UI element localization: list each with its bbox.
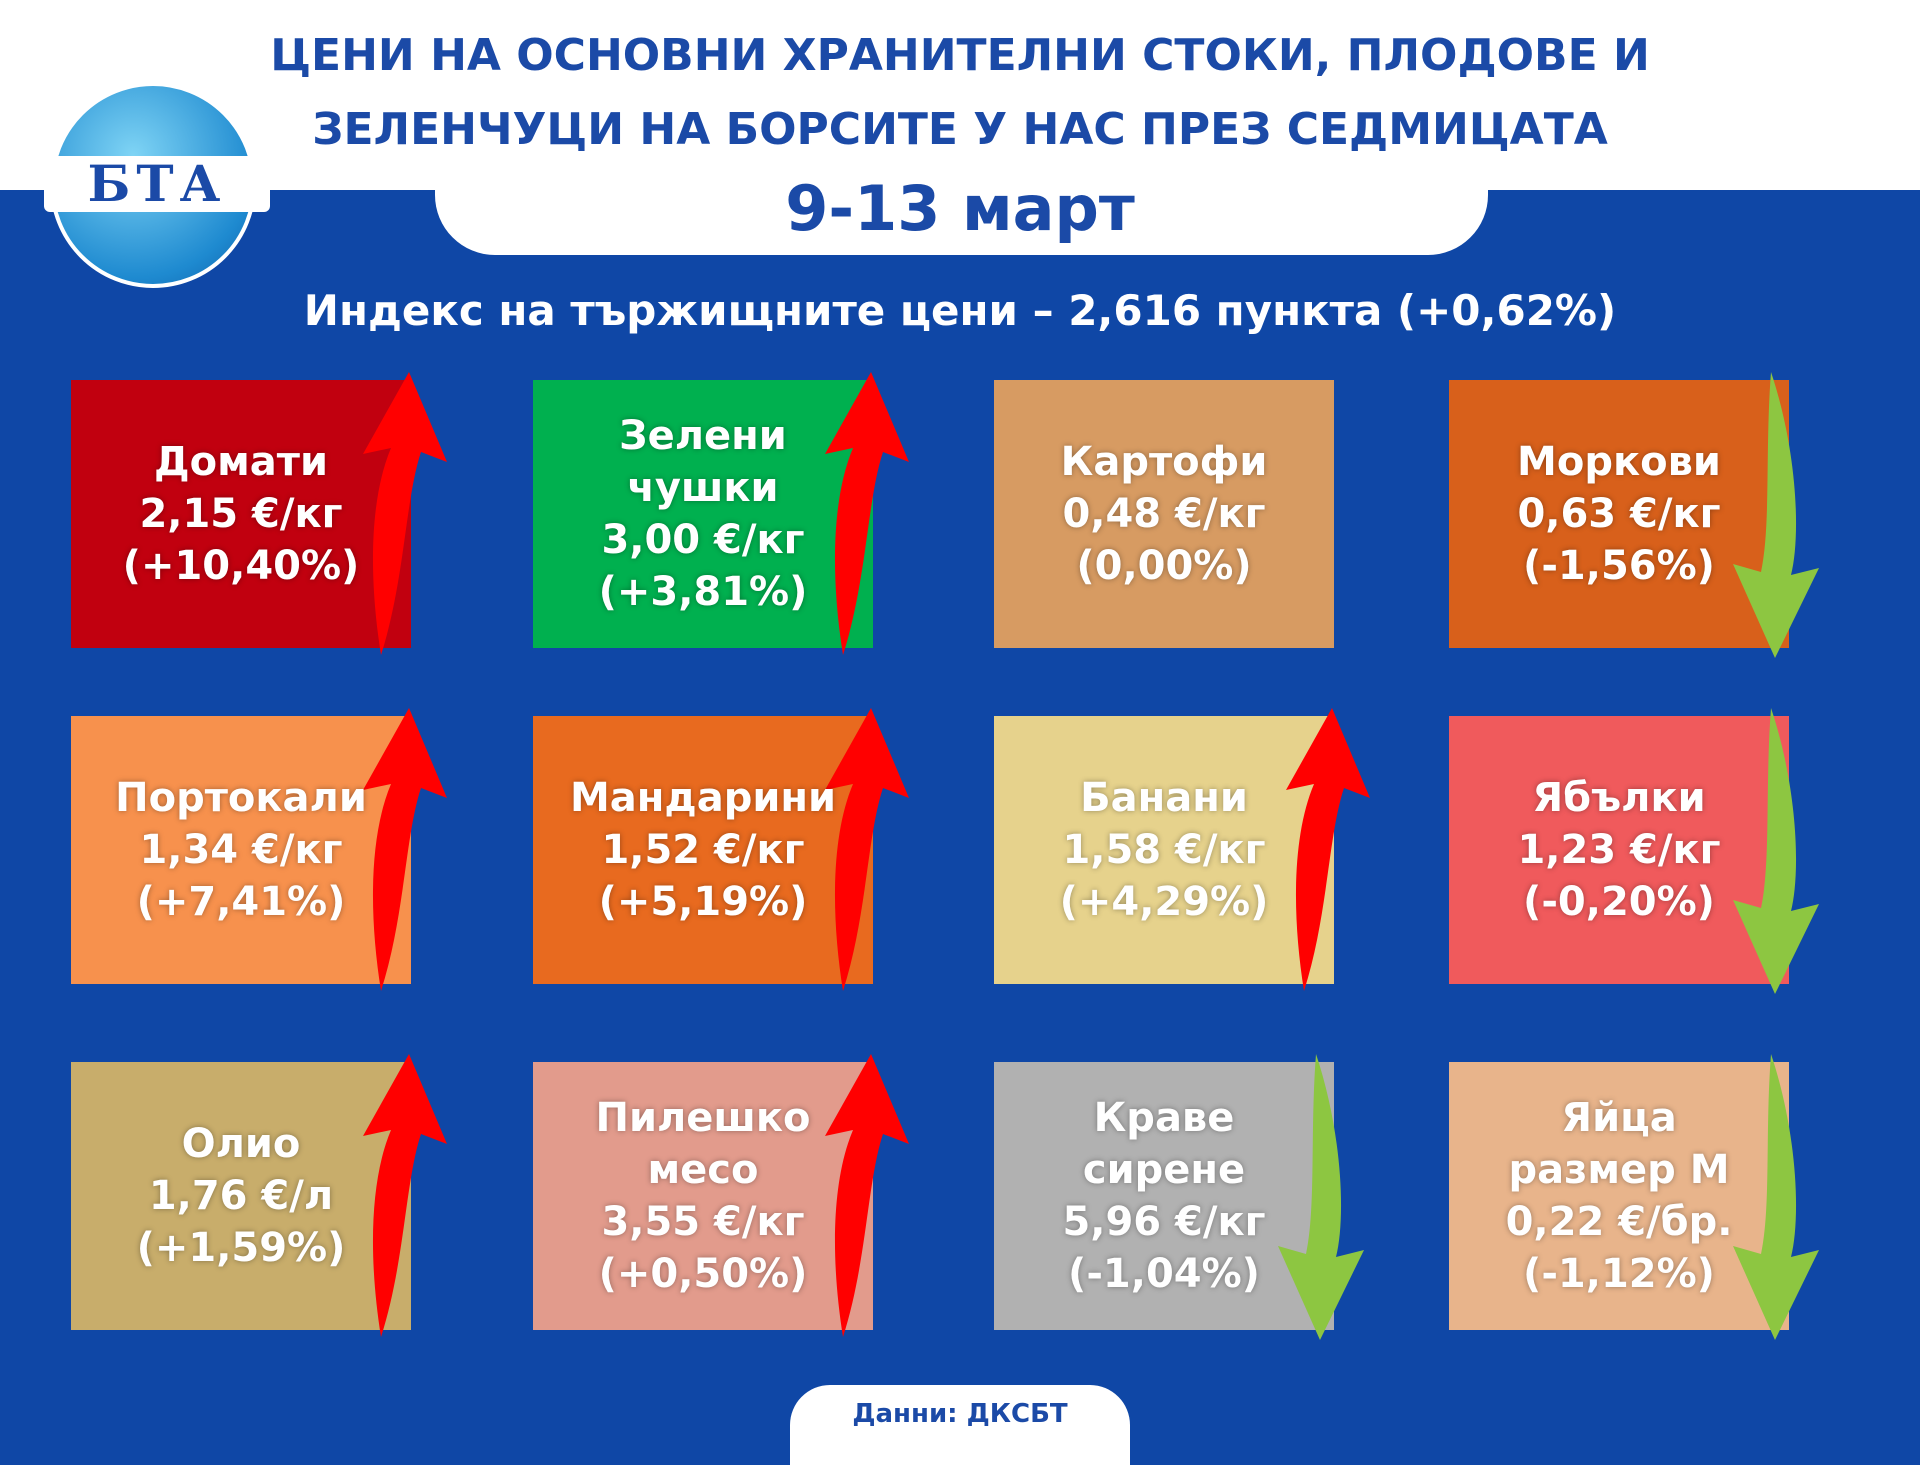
product-card: Пилешко месо 3,55 €/кг (+0,50%): [533, 1062, 873, 1330]
product-name: Картофи: [1060, 439, 1268, 485]
product-change: (+7,41%): [136, 879, 346, 925]
product-price: 0,22 €/бр.: [1505, 1199, 1733, 1245]
logo: БТА: [44, 82, 270, 288]
arrow-shape: [1733, 708, 1819, 994]
product-card: Яйца размер М 0,22 €/бр. (-1,12%): [1449, 1062, 1789, 1330]
product-price: 2,15 €/кг: [139, 491, 343, 537]
product-change: (+5,19%): [598, 879, 808, 925]
product-card: Олио 1,76 €/л (+1,59%): [71, 1062, 411, 1330]
product-name: Моркови: [1517, 439, 1721, 485]
product-change: (+4,29%): [1059, 879, 1269, 925]
trend-arrow: [1286, 708, 1370, 991]
arrow-shape: [363, 1054, 447, 1337]
logo-text: БТА: [44, 156, 270, 212]
product-name: чушки: [627, 465, 779, 511]
title-line: ЗЕЛЕНЧУЦИ НА БОРСИТЕ У НАС ПРЕЗ СЕДМИЦАТ…: [312, 104, 1608, 155]
source: Данни: ДКСБТ: [790, 1385, 1130, 1465]
product-card: Домати 2,15 €/кг (+10,40%): [71, 380, 411, 648]
trend-arrow: [1733, 708, 1819, 994]
product-name: Олио: [181, 1121, 301, 1167]
arrow-shape: [1733, 372, 1819, 658]
product-price: 3,55 €/кг: [601, 1199, 805, 1245]
product-price: 1,52 €/кг: [601, 827, 805, 873]
trend-arrow: [1733, 1054, 1819, 1340]
product-price: 0,48 €/кг: [1062, 491, 1266, 537]
trend-arrow: [825, 372, 909, 655]
product-price: 1,23 €/кг: [1517, 827, 1721, 873]
product-name: Домати: [153, 439, 328, 485]
product-card: Моркови 0,63 €/кг (-1,56%): [1449, 380, 1789, 648]
product-change: (+10,40%): [122, 543, 360, 589]
arrow-shape: [825, 1054, 909, 1337]
product-price: 1,34 €/кг: [139, 827, 343, 873]
product-name: Мандарини: [569, 775, 837, 821]
price-index: Индекс на тържищните цени – 2,616 пункта…: [303, 286, 1617, 335]
header-tab: [435, 150, 1488, 255]
product-change: (-1,12%): [1523, 1251, 1715, 1297]
product-price: 5,96 €/кг: [1062, 1199, 1266, 1245]
product-name: месо: [647, 1147, 759, 1193]
product-name: Пилешко: [595, 1095, 811, 1141]
product-name: Яйца: [1561, 1095, 1677, 1141]
product-price: 1,76 €/л: [148, 1173, 334, 1219]
trend-arrow: [825, 708, 909, 991]
trend-arrow: [825, 1054, 909, 1337]
arrow-shape: [825, 372, 909, 655]
product-change: (+1,59%): [136, 1225, 346, 1271]
product-change: (-1,04%): [1068, 1251, 1260, 1297]
arrow-shape: [1278, 1054, 1364, 1340]
trend-arrow: [1733, 372, 1819, 658]
product-card: Ябълки 1,23 €/кг (-0,20%): [1449, 716, 1789, 984]
product-card: Портокали 1,34 €/кг (+7,41%): [71, 716, 411, 984]
product-name: сирене: [1082, 1147, 1246, 1193]
trend-arrow: [363, 372, 447, 655]
arrow-shape: [1286, 708, 1370, 991]
product-price: 3,00 €/кг: [601, 517, 805, 563]
product-name: Зелени: [619, 413, 787, 459]
product-name: Ябълки: [1532, 775, 1706, 821]
product-name: Портокали: [115, 775, 367, 821]
product-change: (+0,50%): [598, 1251, 808, 1297]
trend-arrow: [1278, 1054, 1364, 1340]
product-price: 1,58 €/кг: [1062, 827, 1266, 873]
arrow-shape: [363, 372, 447, 655]
product-change: (-0,20%): [1523, 879, 1715, 925]
trend-arrow: [363, 1054, 447, 1337]
product-change: (+3,81%): [598, 569, 808, 615]
product-card: Зелени чушки 3,00 €/кг (+3,81%): [533, 380, 873, 648]
product-card: Банани 1,58 €/кг (+4,29%): [994, 716, 1334, 984]
arrow-shape: [363, 708, 447, 991]
product-change: (0,00%): [1076, 543, 1252, 589]
trend-arrow: [363, 708, 447, 991]
product-change: (-1,56%): [1523, 543, 1715, 589]
product-card: Мандарини 1,52 €/кг (+5,19%): [533, 716, 873, 984]
date: 9-13 март: [785, 172, 1135, 245]
product-card: Краве сирене 5,96 €/кг (-1,04%): [994, 1062, 1334, 1330]
arrow-shape: [1733, 1054, 1819, 1340]
product-price: 0,63 €/кг: [1517, 491, 1721, 537]
product-card: Картофи 0,48 €/кг (0,00%): [994, 380, 1334, 648]
product-name: Краве: [1093, 1095, 1235, 1141]
title-line: ЦЕНИ НА ОСНОВНИ ХРАНИТЕЛНИ СТОКИ, ПЛОДОВ…: [270, 30, 1650, 81]
product-name: Банани: [1080, 775, 1248, 821]
product-name: размер М: [1508, 1147, 1730, 1193]
arrow-shape: [825, 708, 909, 991]
